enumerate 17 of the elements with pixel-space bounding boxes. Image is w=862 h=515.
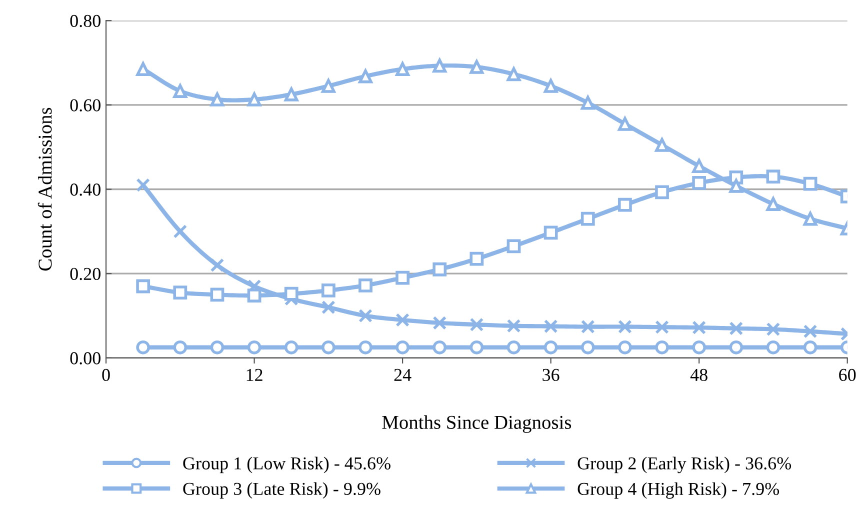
legend-label: Group 4 (High Risk) - 7.9% xyxy=(578,482,780,499)
legend-label: Group 1 (Low Risk) - 45.6% xyxy=(183,456,390,474)
y-tick-label: 0.60 xyxy=(70,99,100,112)
legend-label: Group 3 (Late Risk) - 9.9% xyxy=(183,482,380,499)
x-tick-label: 12 xyxy=(246,368,262,381)
x-tick-label: 0 xyxy=(102,368,110,382)
y-tick-label: 0.20 xyxy=(70,268,100,280)
x-tick-label: 48 xyxy=(690,368,708,382)
y-tick-label: 0.40 xyxy=(70,184,100,196)
y-axis-title: Count of Admissions xyxy=(38,108,52,271)
x-axis-title: Months Since Diagnosis xyxy=(382,415,572,433)
x-tick-label: 24 xyxy=(394,368,412,381)
y-tick-label: 0.80 xyxy=(70,14,100,28)
x-tick-label: 60 xyxy=(839,368,856,382)
legend-label: Group 2 (Early Risk) - 36.6% xyxy=(578,456,792,474)
y-tick-label: 0.00 xyxy=(70,352,100,364)
x-tick-label: 36 xyxy=(542,368,560,382)
